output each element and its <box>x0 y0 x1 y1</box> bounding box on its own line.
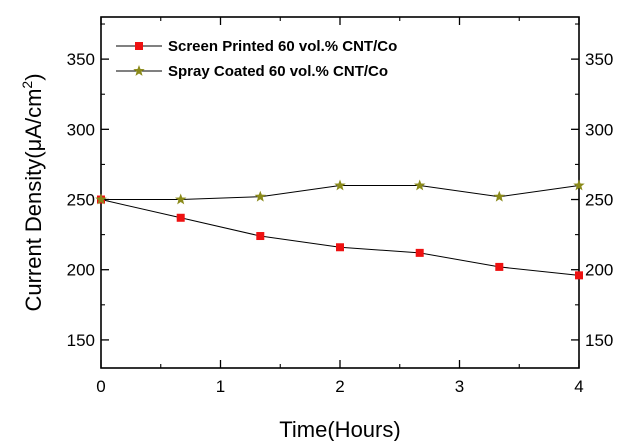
y-tick-label-right: 350 <box>585 50 613 69</box>
x-tick-label: 3 <box>455 377 464 396</box>
data-point <box>95 193 107 205</box>
legend-label: Spray Coated 60 vol.% CNT/Co <box>168 63 388 80</box>
series-2 <box>95 179 585 205</box>
y-tick-label-left: 350 <box>67 50 95 69</box>
y-axis-title-main: Current Density <box>21 159 46 312</box>
x-axis-title: Time(Hours) <box>279 417 400 441</box>
y-axis-title-unit-end: ) <box>21 73 46 80</box>
data-point <box>336 243 344 252</box>
data-point <box>334 179 346 191</box>
y-axis-title-unit: (μA/cm <box>21 89 46 159</box>
data-point <box>573 179 585 191</box>
legend-marker <box>135 42 143 50</box>
x-tick-label: 2 <box>335 377 344 396</box>
data-point <box>493 190 505 202</box>
y-axis-title-unit-sup: 2 <box>19 81 35 89</box>
y-tick-label-left: 200 <box>67 261 95 280</box>
legend: Screen Printed 60 vol.% CNT/Co Spray Coat… <box>116 38 397 80</box>
x-tick-label: 1 <box>216 377 225 396</box>
data-point <box>256 232 265 241</box>
data-point <box>175 193 187 205</box>
series-line <box>100 199 580 276</box>
data-point <box>415 248 424 257</box>
data-point <box>495 262 504 271</box>
y-tick-label-left: 150 <box>67 331 95 350</box>
y-tick-label-left: 300 <box>67 120 95 139</box>
data-point <box>254 190 266 202</box>
y-tick-label-right: 250 <box>585 191 613 210</box>
series-1 <box>97 195 583 280</box>
data-point <box>414 179 426 191</box>
y-axis-title: Current Density(μA/cm2) <box>19 73 46 311</box>
y-tick-label-left: 250 <box>67 191 95 210</box>
x-tick-label: 4 <box>574 377 583 396</box>
y-tick-label-right: 200 <box>585 261 613 280</box>
y-tick-label-right: 300 <box>585 120 613 139</box>
data-point <box>176 213 185 222</box>
legend-marker <box>133 65 145 76</box>
y-tick-label-right: 150 <box>585 331 613 350</box>
axes: 0 1 2 3 4 150 150 200 200 250 250 300 300 350 350 <box>67 16 613 396</box>
x-tick-label: 0 <box>96 377 105 396</box>
data-point <box>575 271 583 280</box>
legend-label: Screen Printed 60 vol.% CNT/Co <box>168 38 397 55</box>
series-layer <box>95 179 585 280</box>
